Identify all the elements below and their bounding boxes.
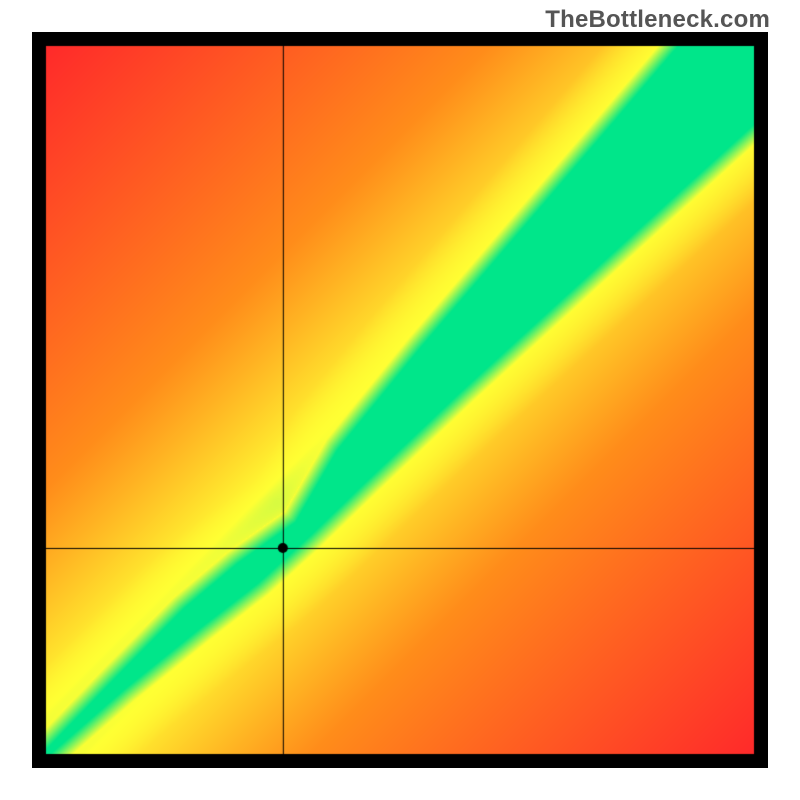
plot-frame [32, 32, 768, 768]
heatmap-canvas [32, 32, 768, 768]
root: TheBottleneck.com [0, 0, 800, 800]
watermark-text: TheBottleneck.com [545, 6, 770, 34]
